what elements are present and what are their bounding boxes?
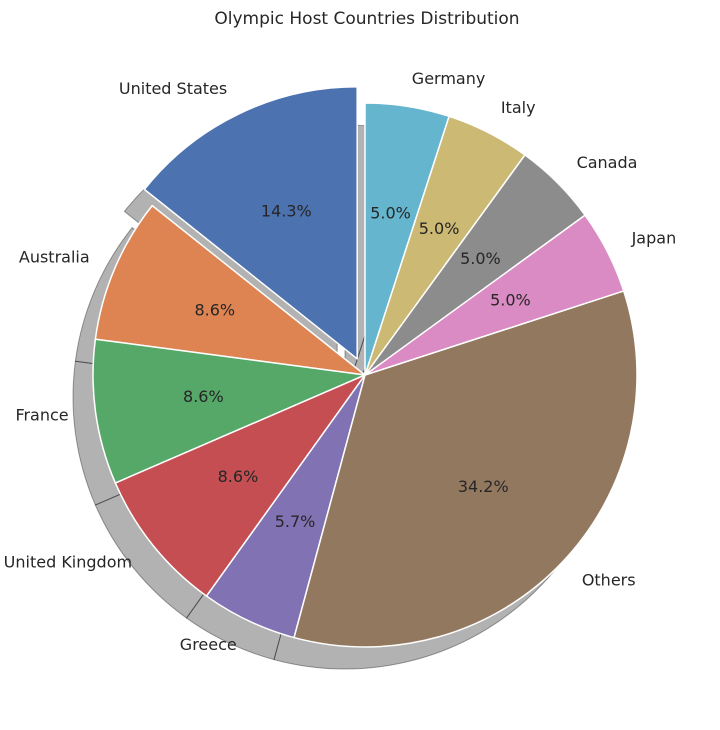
slice-france xyxy=(92,338,366,484)
percent-japan: 5.0% xyxy=(490,290,531,309)
percent-france: 8.6% xyxy=(183,387,224,406)
label-france: France xyxy=(15,406,68,425)
percent-greece: 5.7% xyxy=(275,512,316,531)
label-canada: Canada xyxy=(577,153,638,172)
label-united-kingdom: United Kingdom xyxy=(4,552,132,571)
label-australia: Australia xyxy=(19,247,90,266)
percent-others: 34.2% xyxy=(458,477,509,496)
label-greece: Greece xyxy=(180,635,237,654)
percent-australia: 8.6% xyxy=(194,301,235,320)
percent-labels: 14.3%8.6%8.6%8.6%5.7%34.2%5.0%5.0%5.0%5.… xyxy=(183,201,531,531)
percent-italy: 5.0% xyxy=(419,219,460,238)
slice-united-kingdom xyxy=(114,374,366,597)
percent-united-kingdom: 8.6% xyxy=(218,467,259,486)
percent-germany: 5.0% xyxy=(370,203,411,222)
label-united-states: United States xyxy=(119,79,227,98)
label-italy: Italy xyxy=(501,98,536,117)
chart-title: Olympic Host Countries Distribution xyxy=(214,9,519,29)
percent-canada: 5.0% xyxy=(460,249,501,268)
slice-germany xyxy=(364,102,450,376)
category-labels: United States Australia France United Kingd… xyxy=(4,69,677,654)
pie-slices xyxy=(92,86,638,648)
label-germany: Germany xyxy=(412,69,486,88)
percent-united-states: 14.3% xyxy=(261,201,312,220)
label-others: Others xyxy=(582,571,636,590)
slice-united-states xyxy=(143,86,358,360)
label-japan: Japan xyxy=(631,229,677,248)
slice-australia xyxy=(94,204,366,376)
slice-others xyxy=(293,290,638,648)
